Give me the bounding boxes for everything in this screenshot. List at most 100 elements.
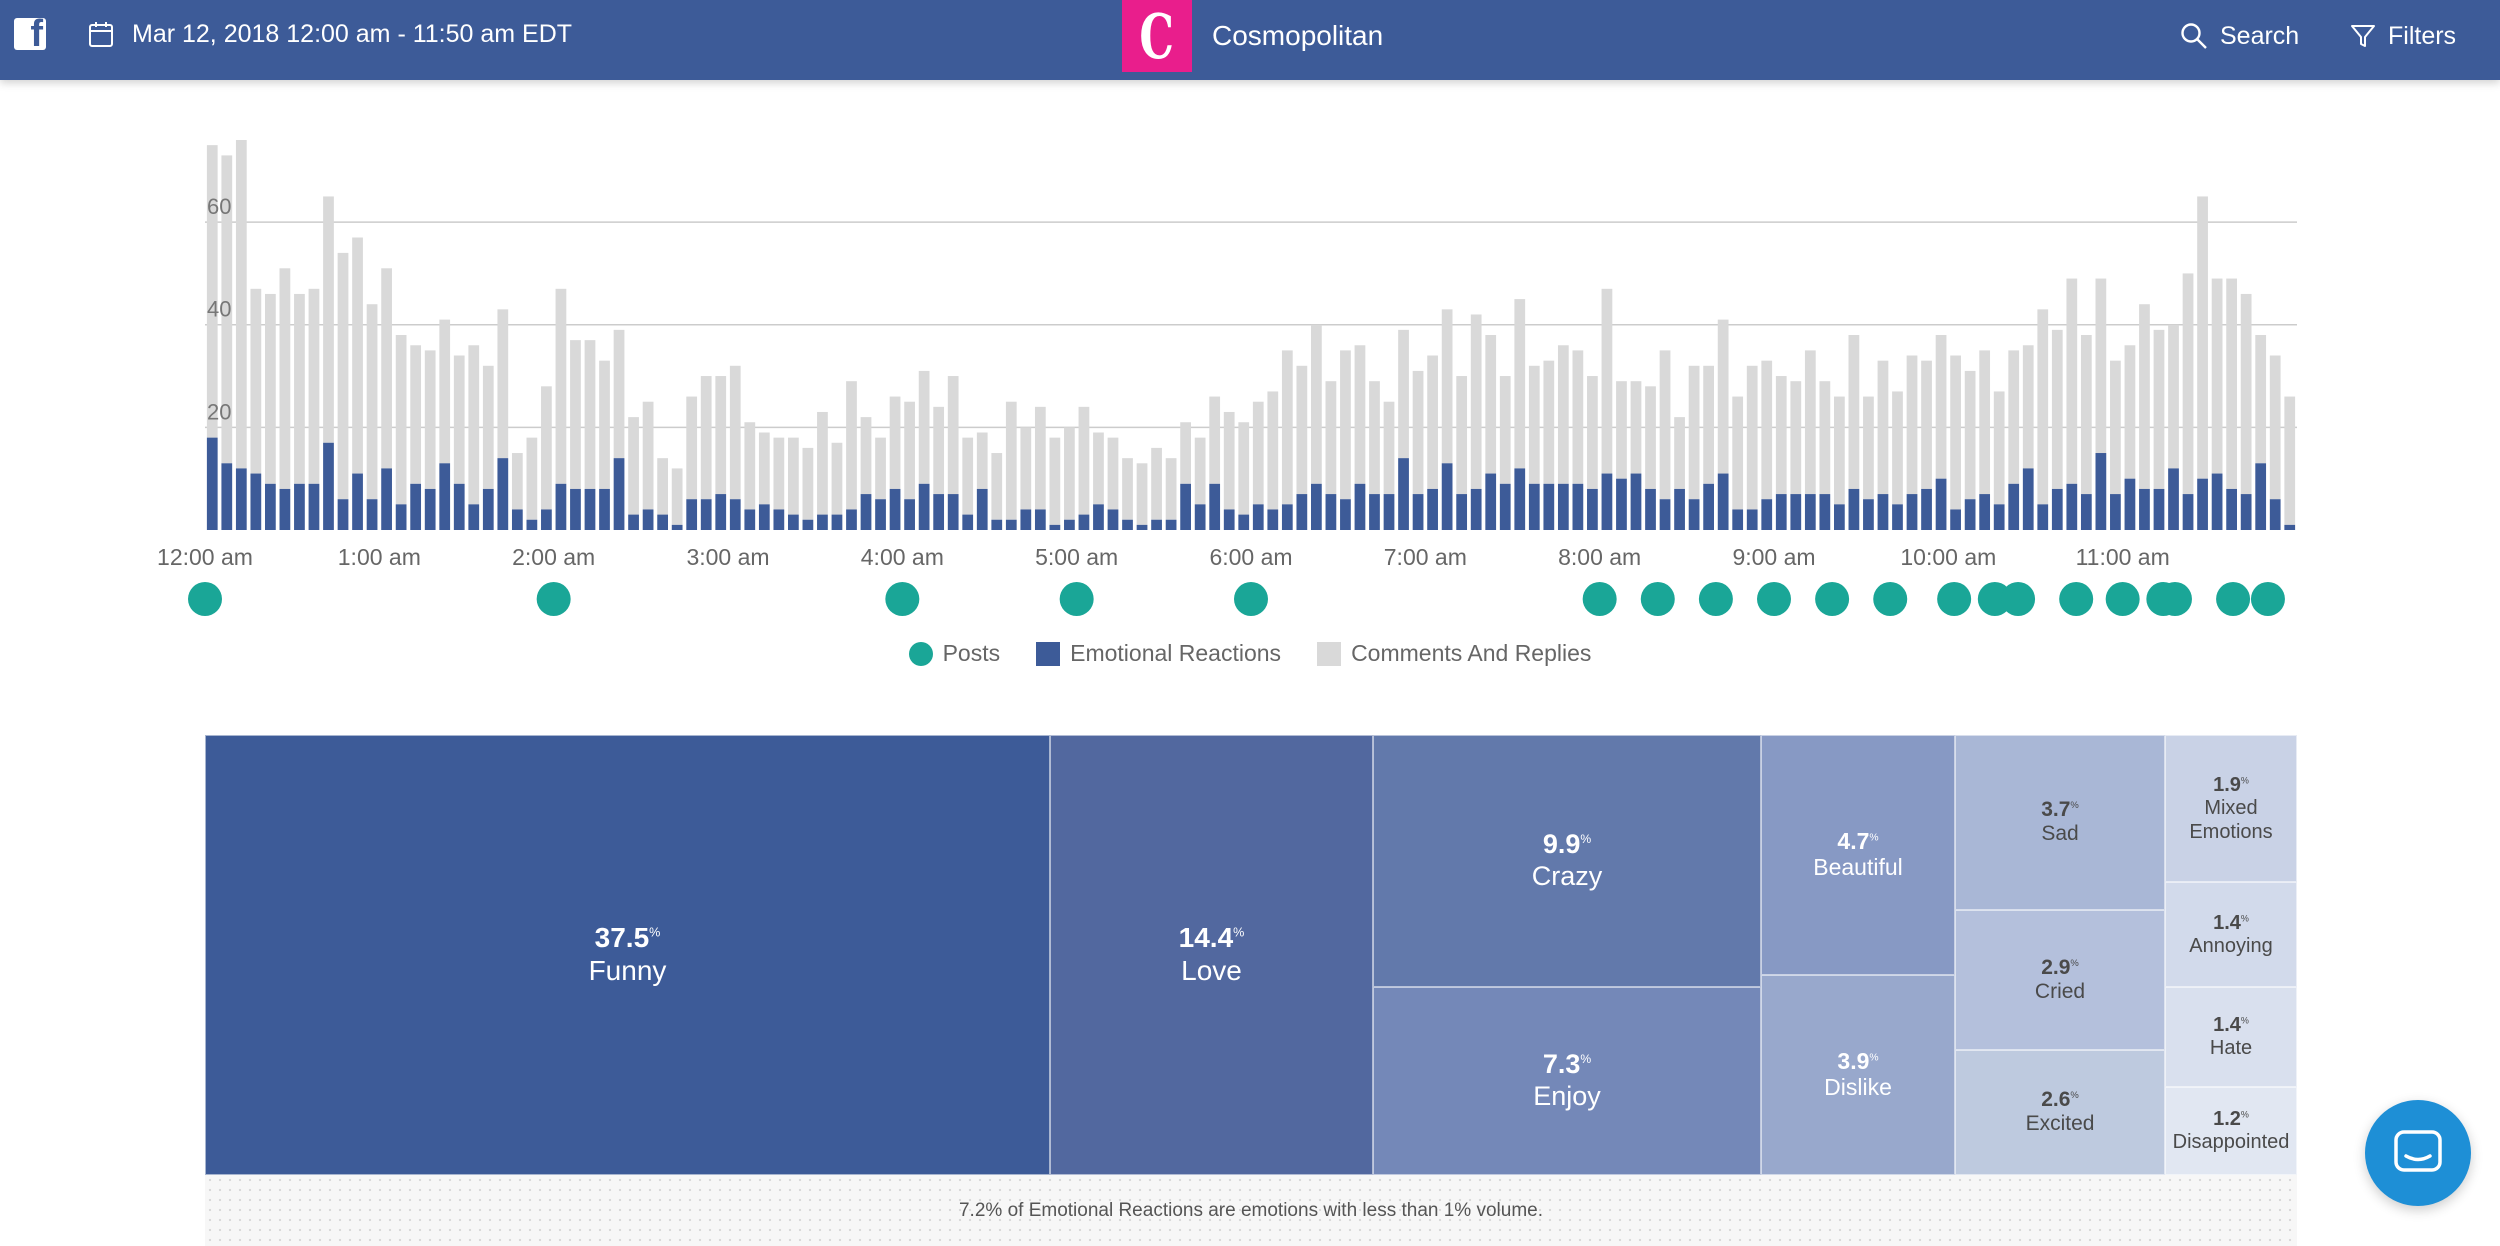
post-marker[interactable] [1234, 582, 1268, 616]
emotion-tile-love[interactable]: 14.4% Love [1050, 735, 1373, 1175]
emotion-tile-annoying[interactable]: 1.4% Annoying [2165, 882, 2297, 987]
top-bar: f Mar 12, 2018 12:00 am - 11:50 am EDT C… [0, 0, 2500, 80]
emotion-tile-disappointed[interactable]: 1.2% Disappointed [2165, 1087, 2297, 1175]
comments-bar [613, 329, 625, 459]
search-button[interactable]: Search [2180, 16, 2299, 56]
calendar-icon[interactable] [88, 20, 114, 48]
post-marker[interactable] [1757, 582, 1791, 616]
post-marker[interactable] [1582, 582, 1617, 616]
emotional-bar [1732, 509, 1744, 530]
emotional-bar [584, 488, 596, 530]
emotion-tile-hate[interactable]: 1.4% Hate [2165, 987, 2297, 1087]
post-marker[interactable] [2250, 582, 2285, 616]
legend-comments[interactable]: Comments And Replies [1317, 640, 1591, 667]
emotion-tile-excited[interactable]: 2.6% Excited [1955, 1050, 2165, 1175]
emotional-bar [1485, 473, 1497, 530]
emotional-bar [1587, 488, 1598, 530]
emotion-pct: 1.9% [2213, 773, 2249, 796]
emotion-tile-beautiful[interactable]: 4.7% Beautiful [1761, 735, 1955, 975]
comments-bar [1703, 365, 1715, 484]
comments-bar [497, 309, 509, 459]
emotion-tile-mixed-emotions[interactable]: 1.9% Mixed Emotions [2165, 735, 2297, 882]
emotion-pct: 9.9% [1542, 828, 1592, 859]
comments-bar [1659, 350, 1671, 500]
legend-emotional-reactions[interactable]: Emotional Reactions [1036, 640, 1281, 667]
chart-legend: Posts Emotional Reactions Comments And R… [0, 640, 2500, 667]
comments-bar [1078, 406, 1090, 515]
post-marker[interactable] [2001, 582, 2036, 616]
comments-bar [2080, 335, 2092, 495]
emotion-pct: 1.4% [2213, 911, 2249, 934]
comments-bar [424, 350, 436, 489]
emotion-tile-dislike[interactable]: 3.9% Dislike [1761, 975, 1955, 1175]
comments-bar [1005, 401, 1017, 520]
post-marker[interactable] [1815, 582, 1850, 616]
comments-bar [1906, 355, 1918, 495]
comments-bar [642, 401, 654, 510]
emotional-bar [889, 488, 901, 530]
emotional-bar [1165, 519, 1177, 530]
comments-bar [962, 437, 974, 515]
brand-name: Cosmopolitan [1212, 20, 1384, 51]
emotion-tile-enjoy[interactable]: 7.3% Enjoy [1373, 987, 1761, 1175]
legend-comments-label: Comments And Replies [1351, 640, 1592, 666]
x-tick-label: 12:00 am [157, 544, 253, 570]
emotion-tile-sad[interactable]: 3.7% Sad [1955, 735, 2165, 910]
emotional-bar [1252, 504, 1264, 530]
post-marker[interactable] [2105, 582, 2140, 616]
comments-bar [2037, 309, 2049, 505]
post-marker[interactable] [1937, 582, 1972, 616]
emotional-bar [337, 499, 349, 530]
emotional-bar [279, 488, 291, 530]
comments-bar [1543, 360, 1555, 484]
comments-bar [1456, 376, 1468, 495]
emotional-bar [1499, 483, 1511, 530]
post-marker[interactable] [1977, 582, 2012, 616]
post-marker[interactable] [536, 582, 571, 616]
post-marker[interactable] [2216, 582, 2251, 616]
post-marker[interactable] [2157, 582, 2192, 616]
emotion-label: Hate [2209, 1037, 2253, 1059]
emotional-bar [1034, 509, 1046, 530]
emotional-bar [1064, 519, 1075, 530]
comments-bar [279, 268, 291, 489]
emotional-bar [294, 483, 305, 530]
chat-launcher-button[interactable] [2365, 1100, 2471, 1206]
filters-label: Filters [2388, 21, 2457, 50]
comments-bar [2269, 355, 2281, 500]
comments-bar [366, 304, 378, 500]
emotional-bar [1383, 494, 1395, 530]
emotion-pct: 1.4% [2213, 1014, 2249, 1036]
comments-bar [1819, 381, 1831, 495]
date-range[interactable]: Mar 12, 2018 12:00 am - 11:50 am EDT [132, 20, 573, 48]
emotion-tile-funny[interactable]: 37.5% Funny [205, 735, 1050, 1175]
emotional-bar [1296, 494, 1308, 530]
post-marker[interactable] [188, 582, 222, 616]
emotional-bar [1775, 494, 1787, 530]
post-marker[interactable] [885, 582, 920, 616]
emotional-bar [729, 499, 741, 530]
emotional-bar [308, 483, 320, 530]
emotional-bar [555, 483, 567, 530]
post-marker[interactable] [2059, 582, 2094, 616]
facebook-icon[interactable]: f [14, 13, 46, 55]
emotional-bar [1107, 509, 1119, 530]
post-marker[interactable] [1640, 582, 1675, 616]
post-marker[interactable] [1698, 582, 1733, 616]
comments-bar [817, 411, 828, 515]
emotional-bar [1398, 458, 1409, 530]
comments-bar [1034, 406, 1046, 510]
comments-bar [468, 345, 480, 505]
legend-posts[interactable]: Posts [908, 640, 1000, 667]
comments-bar [1049, 437, 1061, 525]
emotion-tile-crazy[interactable]: 9.9% Crazy [1373, 735, 1761, 987]
filters-button[interactable]: Filters [2350, 16, 2456, 56]
comments-bar [599, 360, 610, 489]
emotion-tile-cried[interactable]: 2.9% Cried [1955, 910, 2165, 1050]
comments-bar [410, 345, 422, 484]
comments-bar [1470, 314, 1482, 489]
emotional-bar [686, 499, 698, 530]
post-marker[interactable] [1059, 582, 1094, 616]
emotional-bar [991, 519, 1003, 530]
post-marker[interactable] [1873, 582, 1908, 616]
